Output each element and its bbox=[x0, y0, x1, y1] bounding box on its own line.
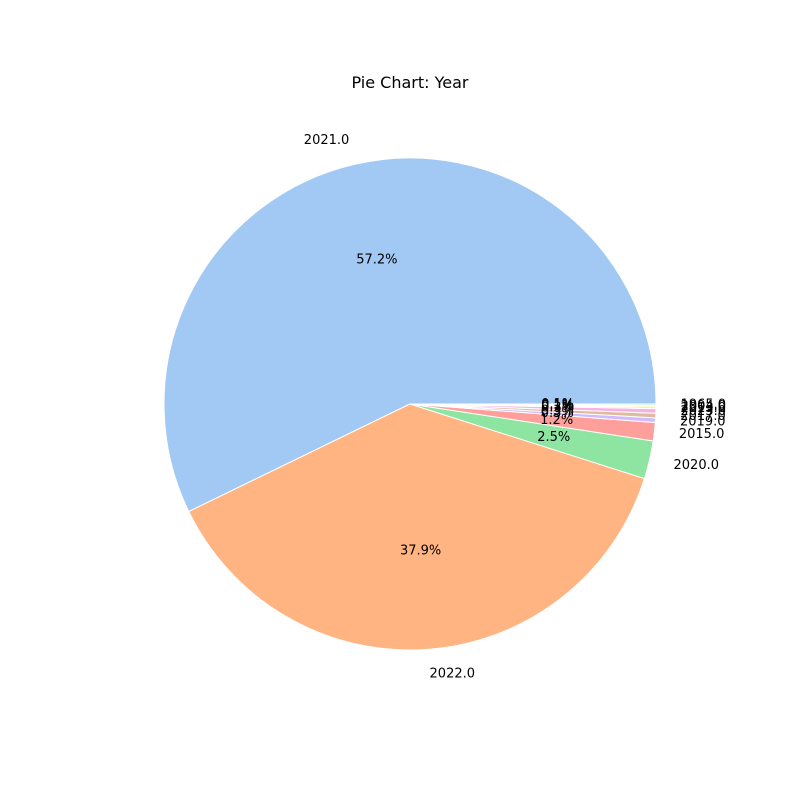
slice-label-2015.0: 2015.0 bbox=[679, 427, 725, 442]
chart-title: Pie Chart: Year bbox=[352, 73, 469, 92]
slice-label-2017.0: 2017.0 bbox=[680, 409, 726, 424]
slice-label-2013.0: 2013.0 bbox=[681, 401, 727, 416]
slice-pct-2023.0: 0.3% bbox=[541, 401, 574, 416]
slice-pct-2013.0: 0.1% bbox=[541, 399, 574, 414]
slice-label-2004.0: 2004.0 bbox=[681, 399, 727, 414]
slice-pct-2004.0: 0.1% bbox=[541, 398, 574, 413]
slice-label-2022.0: 2022.0 bbox=[430, 666, 476, 681]
pie-slice-1965.0 bbox=[409, 403, 657, 407]
slice-pct-2021.0: 57.2% bbox=[356, 253, 397, 268]
slice-pct-2015.0: 1.2% bbox=[540, 413, 573, 428]
slice-pct-2020.0: 2.5% bbox=[537, 430, 570, 445]
pie-slice-2022.0 bbox=[188, 403, 646, 651]
slice-label-2023.0: 2023.0 bbox=[680, 404, 726, 419]
slice-pct-1965.0: 0.1% bbox=[541, 397, 574, 412]
slice-label-1965.0: 1965.0 bbox=[681, 397, 727, 412]
pie-slices bbox=[163, 157, 657, 651]
slice-label-2019.0: 2019.0 bbox=[680, 414, 726, 429]
slice-label-2021.0: 2021.0 bbox=[304, 133, 350, 148]
pie-slice-2021.0 bbox=[163, 157, 657, 513]
slice-label-2020.0: 2020.0 bbox=[674, 458, 720, 473]
slice-pct-2022.0: 37.9% bbox=[400, 544, 441, 559]
slice-pct-2019.0: 0.3% bbox=[541, 406, 574, 421]
slice-pct-2017.0: 0.3% bbox=[541, 403, 574, 418]
pie-labels: 2021.0 57.2% 2022.0 37.9% 2020.0 2.5% 2015.0 1.… bbox=[304, 133, 726, 682]
